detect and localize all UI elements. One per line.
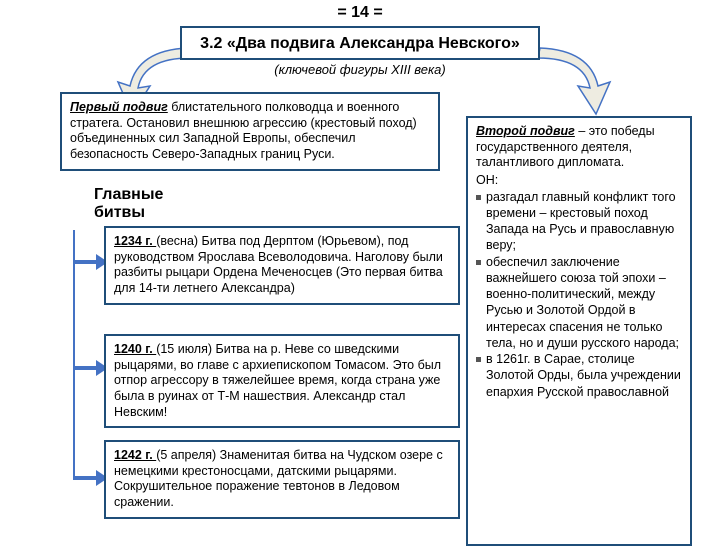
- feat-list: разгадал главный конфликт того времени –…: [476, 189, 682, 400]
- page-number: = 14 =: [0, 0, 720, 22]
- battle-year-3: 1242 г.: [114, 448, 156, 462]
- battle-box-1: 1234 г. (весна) Битва под Дерптом (Юрьев…: [104, 226, 460, 305]
- arrow-right-icon: [530, 38, 620, 118]
- battle-text-2: (15 июля) Битва на р. Неве со шведскими …: [114, 342, 441, 419]
- first-feat-box: Первый подвиг блистательного полководца …: [60, 92, 440, 171]
- battle-text-3: (5 апреля) Знаменитая битва на Чудском о…: [114, 448, 443, 509]
- battles-arrows-icon: [68, 230, 108, 510]
- list-item: обеспечил заключение важнейшего союза то…: [476, 254, 682, 352]
- battle-text-1: (весна) Битва под Дерптом (Юрьевом), под…: [114, 234, 443, 295]
- battle-box-2: 1240 г. (15 июля) Битва на р. Неве со шв…: [104, 334, 460, 428]
- battle-box-3: 1242 г. (5 апреля) Знаменитая битва на Ч…: [104, 440, 460, 519]
- main-title: 3.2 «Два подвига Александра Невского»: [190, 34, 530, 54]
- list-item: в 1261г. в Сарае, столице Золотой Орды, …: [476, 351, 682, 400]
- battle-year-2: 1240 г.: [114, 342, 156, 356]
- title-box: 3.2 «Два подвига Александра Невского»: [180, 26, 540, 60]
- battles-header: Главные битвы: [94, 186, 214, 221]
- list-item: разгадал главный конфликт того времени –…: [476, 189, 682, 254]
- second-feat-box: Второй подвиг – это победы государственн…: [466, 116, 692, 546]
- battle-year-1: 1234 г.: [114, 234, 156, 248]
- second-feat-label: Второй подвиг: [476, 124, 575, 138]
- first-feat-label: Первый подвиг: [70, 100, 168, 114]
- on-label: ОН:: [476, 173, 682, 189]
